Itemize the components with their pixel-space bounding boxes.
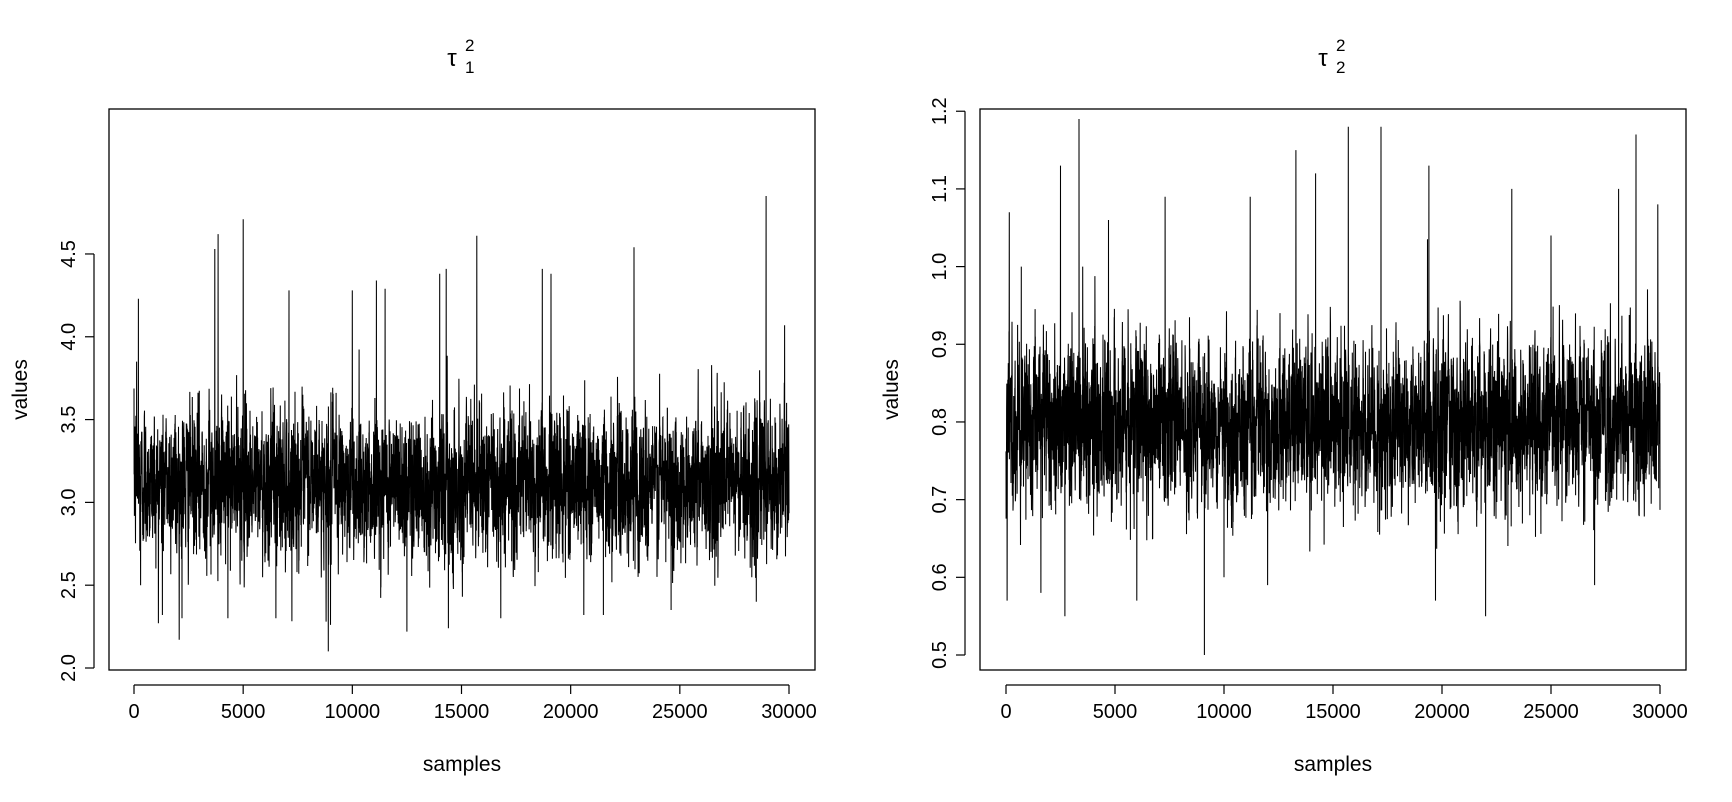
x-axis-label: samples: [423, 753, 501, 776]
x-tick-label: 5000: [1093, 701, 1138, 723]
x-tick-label: 20000: [543, 701, 599, 723]
y-axis-label: values: [9, 359, 32, 420]
x-tick-label: 5000: [221, 701, 266, 723]
tau2-trace-panel: τ 2 2 0 5000 10000 15000 20000 25000 30000 samples…: [880, 36, 1688, 776]
y-tick-label: 1.2: [929, 97, 951, 125]
x-tick-label: 25000: [652, 701, 708, 723]
tau1-trace-panel: τ 2 1 0 5000 10000 15000 20000 25000 30000 samples…: [9, 36, 817, 776]
y-tick-label: 2.0: [58, 654, 80, 682]
title-superscript: 2: [465, 36, 474, 55]
title-subscript: 2: [1336, 58, 1345, 77]
x-axis-label: samples: [1294, 753, 1372, 776]
y-tick-label: 4.5: [58, 240, 80, 268]
y-tick-label: 3.0: [58, 488, 80, 516]
y-tick-label: 0.7: [929, 486, 951, 514]
y-tick-label: 1.0: [929, 253, 951, 281]
trace-line: [133, 195, 790, 652]
y-tick-label: 0.5: [929, 641, 951, 669]
x-tick-label: 0: [128, 701, 139, 723]
trace-line: [1005, 118, 1661, 656]
y-tick-label: 2.5: [58, 571, 80, 599]
y-tick-label: 0.9: [929, 330, 951, 358]
x-tick-label: 10000: [1196, 701, 1252, 723]
y-tick-label: 1.1: [929, 175, 951, 203]
x-tick-label: 0: [1000, 701, 1011, 723]
x-tick-label: 30000: [761, 701, 817, 723]
x-tick-label: 10000: [325, 701, 381, 723]
title-superscript: 2: [1336, 36, 1345, 55]
y-tick-label: 0.6: [929, 563, 951, 591]
x-tick-label: 15000: [434, 701, 490, 723]
plot-frame: [108, 108, 816, 671]
y-tick-label: 3.5: [58, 406, 80, 434]
x-tick-label: 20000: [1414, 701, 1470, 723]
plot-frame: [979, 108, 1687, 671]
chart-title: τ: [447, 45, 457, 72]
x-tick-label: 25000: [1523, 701, 1579, 723]
x-tick-label: 15000: [1305, 701, 1361, 723]
y-tick-label: 0.8: [929, 408, 951, 436]
y-axis-label: values: [880, 359, 903, 420]
title-subscript: 1: [465, 58, 474, 77]
chart-title: τ: [1318, 45, 1328, 72]
y-tick-label: 4.0: [58, 323, 80, 351]
x-tick-label: 30000: [1632, 701, 1688, 723]
